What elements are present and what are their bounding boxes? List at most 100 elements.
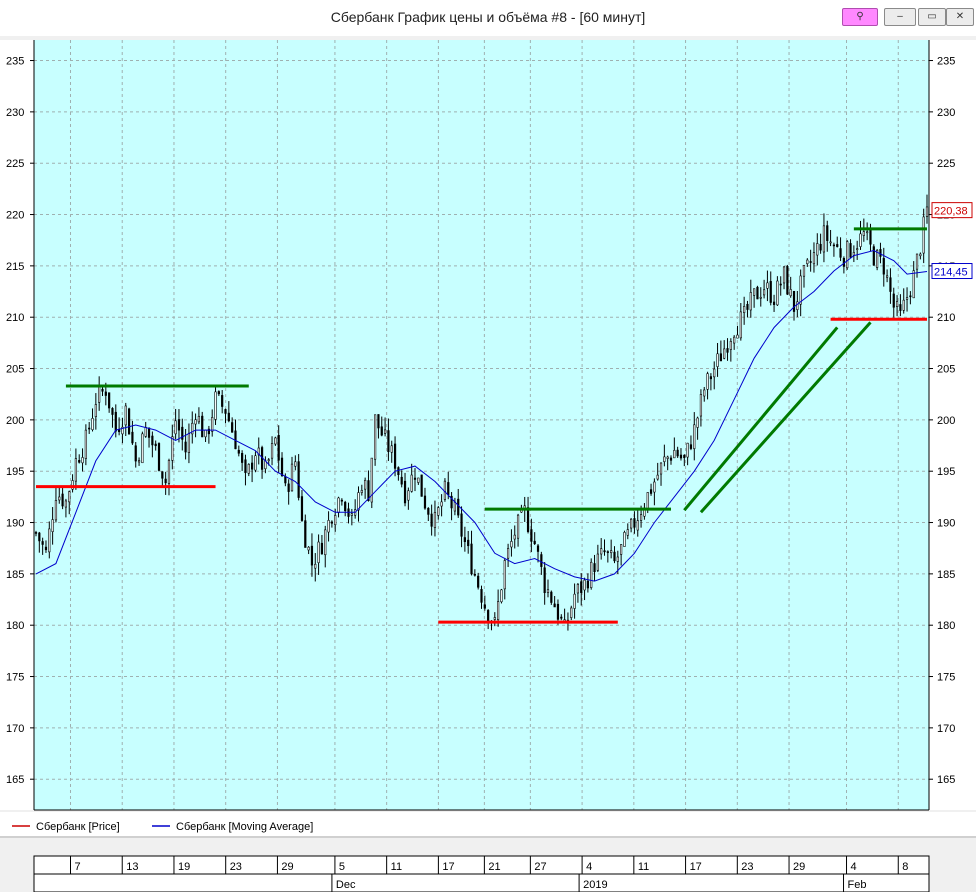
candle-body	[606, 551, 609, 553]
candle-body	[477, 575, 480, 588]
candle-body	[556, 603, 560, 620]
candle-body	[560, 616, 563, 619]
candle-body	[327, 520, 330, 533]
candle-body	[270, 443, 274, 459]
link-icon: ⚲	[856, 11, 864, 22]
candle-body	[48, 528, 51, 553]
minimize-button[interactable]: –	[884, 8, 916, 26]
candle-body	[207, 428, 210, 435]
candle-body	[430, 513, 433, 527]
candle-body	[530, 529, 533, 542]
candle-body	[862, 231, 865, 236]
legend-label-moving-average: Сбербанк [Moving Average]	[176, 821, 313, 833]
candle-body	[580, 581, 583, 593]
trend-line[interactable]	[699, 321, 872, 514]
candle-body	[127, 408, 131, 435]
candle-body	[124, 405, 127, 426]
x-day-label: 11	[638, 861, 649, 873]
candle-body	[387, 430, 390, 453]
candle-body	[596, 553, 599, 571]
candle-body	[713, 368, 716, 378]
candle-body	[137, 460, 141, 463]
candle-body	[297, 461, 300, 498]
candle-body	[709, 376, 712, 380]
candle-body	[400, 476, 403, 485]
candle-body	[423, 495, 427, 509]
candle-body	[104, 391, 107, 396]
candle-body	[377, 414, 380, 429]
candle-body	[859, 233, 862, 247]
candle-body	[649, 489, 653, 494]
last-price-label: 220,38	[934, 206, 968, 218]
candle-body	[427, 508, 430, 515]
candle-body	[287, 483, 290, 492]
candle-body	[723, 348, 726, 359]
candle-body	[899, 304, 902, 311]
candle-body	[829, 241, 832, 244]
candle-body	[683, 455, 686, 458]
candle-body	[822, 225, 826, 253]
candle-body	[889, 277, 892, 292]
y-tick-label-right: 205	[937, 364, 955, 376]
candle-body	[420, 474, 423, 497]
candle-body	[38, 532, 41, 542]
candle-body	[467, 539, 470, 547]
candle-body	[513, 534, 516, 540]
candle-body	[879, 249, 882, 257]
candle-body	[762, 289, 766, 296]
candle-body	[121, 426, 124, 435]
right-axis-panel	[929, 40, 976, 810]
candle-body	[413, 477, 417, 480]
trend-line[interactable]	[683, 326, 839, 512]
candle-body	[227, 412, 230, 422]
candle-body	[796, 301, 799, 310]
candle-body	[447, 482, 450, 495]
candle-body	[177, 419, 181, 431]
candle-body	[703, 389, 706, 397]
title-bar: Сбербанк График цены и объёма #8 - [60 м…	[0, 0, 976, 37]
restore-button[interactable]: ▭	[918, 8, 946, 26]
x-day-label: 19	[178, 861, 190, 873]
candle-body	[134, 445, 137, 462]
candle-body	[174, 420, 177, 435]
candle-body	[310, 545, 314, 566]
x-day-label: 17	[690, 861, 702, 873]
candle-body	[500, 589, 503, 603]
candle-body	[314, 563, 317, 569]
x-day-label: 5	[339, 861, 345, 873]
candle-body	[676, 449, 679, 457]
candle-body	[393, 443, 397, 469]
candle-body	[94, 404, 97, 418]
candle-body	[157, 443, 161, 471]
candle-body	[856, 248, 859, 251]
candle-body	[131, 431, 134, 444]
candle-body	[669, 457, 673, 461]
close-button[interactable]: ✕	[946, 8, 974, 26]
candle-body	[789, 289, 792, 297]
candle-body	[88, 427, 91, 430]
y-tick-label-right: 235	[937, 56, 955, 68]
y-tick-label-right: 230	[937, 107, 955, 119]
x-month-label: Feb	[848, 879, 867, 891]
window-title: Сбербанк График цены и объёма #8 - [60 м…	[330, 9, 646, 25]
candle-body	[506, 548, 510, 559]
candle-body	[54, 499, 58, 521]
candle-body	[334, 515, 337, 526]
candle-body	[380, 426, 383, 436]
x-day-label: 23	[230, 861, 242, 873]
candle-body	[905, 297, 909, 300]
candle-body	[673, 450, 676, 459]
candle-body	[167, 459, 171, 484]
candle-body	[646, 492, 649, 511]
y-tick-label-right: 190	[937, 518, 955, 530]
candle-body	[533, 540, 536, 545]
candle-body	[44, 546, 48, 551]
link-button[interactable]: ⚲	[842, 8, 878, 26]
candle-body	[779, 283, 782, 286]
candle-body	[573, 593, 576, 609]
y-tick-label-left: 230	[6, 107, 24, 119]
x-day-label: 4	[851, 861, 857, 873]
candle-body	[460, 513, 463, 537]
candle-body	[114, 411, 117, 432]
